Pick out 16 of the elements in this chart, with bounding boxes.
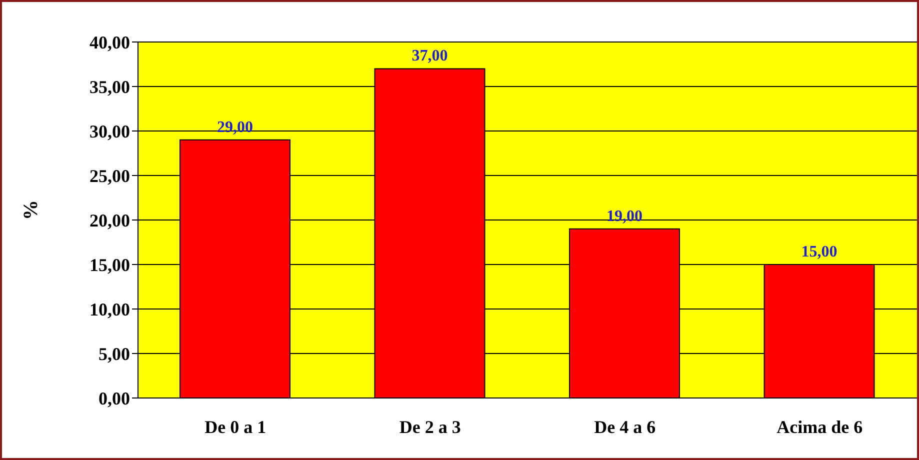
data-label: 37,00 — [412, 48, 448, 65]
y-tick-label: 30,00 — [90, 121, 130, 142]
y-tick-label: 35,00 — [90, 76, 130, 97]
x-tick-label: De 0 a 1 — [204, 416, 266, 437]
x-tick-label: De 4 a 6 — [594, 416, 656, 437]
data-label: 15,00 — [801, 244, 838, 260]
y-tick-label: 40,00 — [90, 32, 130, 52]
y-tick-label: 5,00 — [98, 344, 130, 364]
x-tick-label: Acima de 6 — [776, 416, 863, 437]
y-tick-label: 0,00 — [98, 388, 130, 408]
y-tick-label: 20,00 — [90, 210, 130, 230]
y-axis-title: % — [20, 200, 42, 220]
y-tick-label: 15,00 — [90, 254, 130, 275]
y-tick-label: 25,00 — [90, 166, 130, 186]
x-tick-label: De 2 a 3 — [399, 416, 461, 437]
y-tick-label: 10,00 — [90, 299, 130, 320]
